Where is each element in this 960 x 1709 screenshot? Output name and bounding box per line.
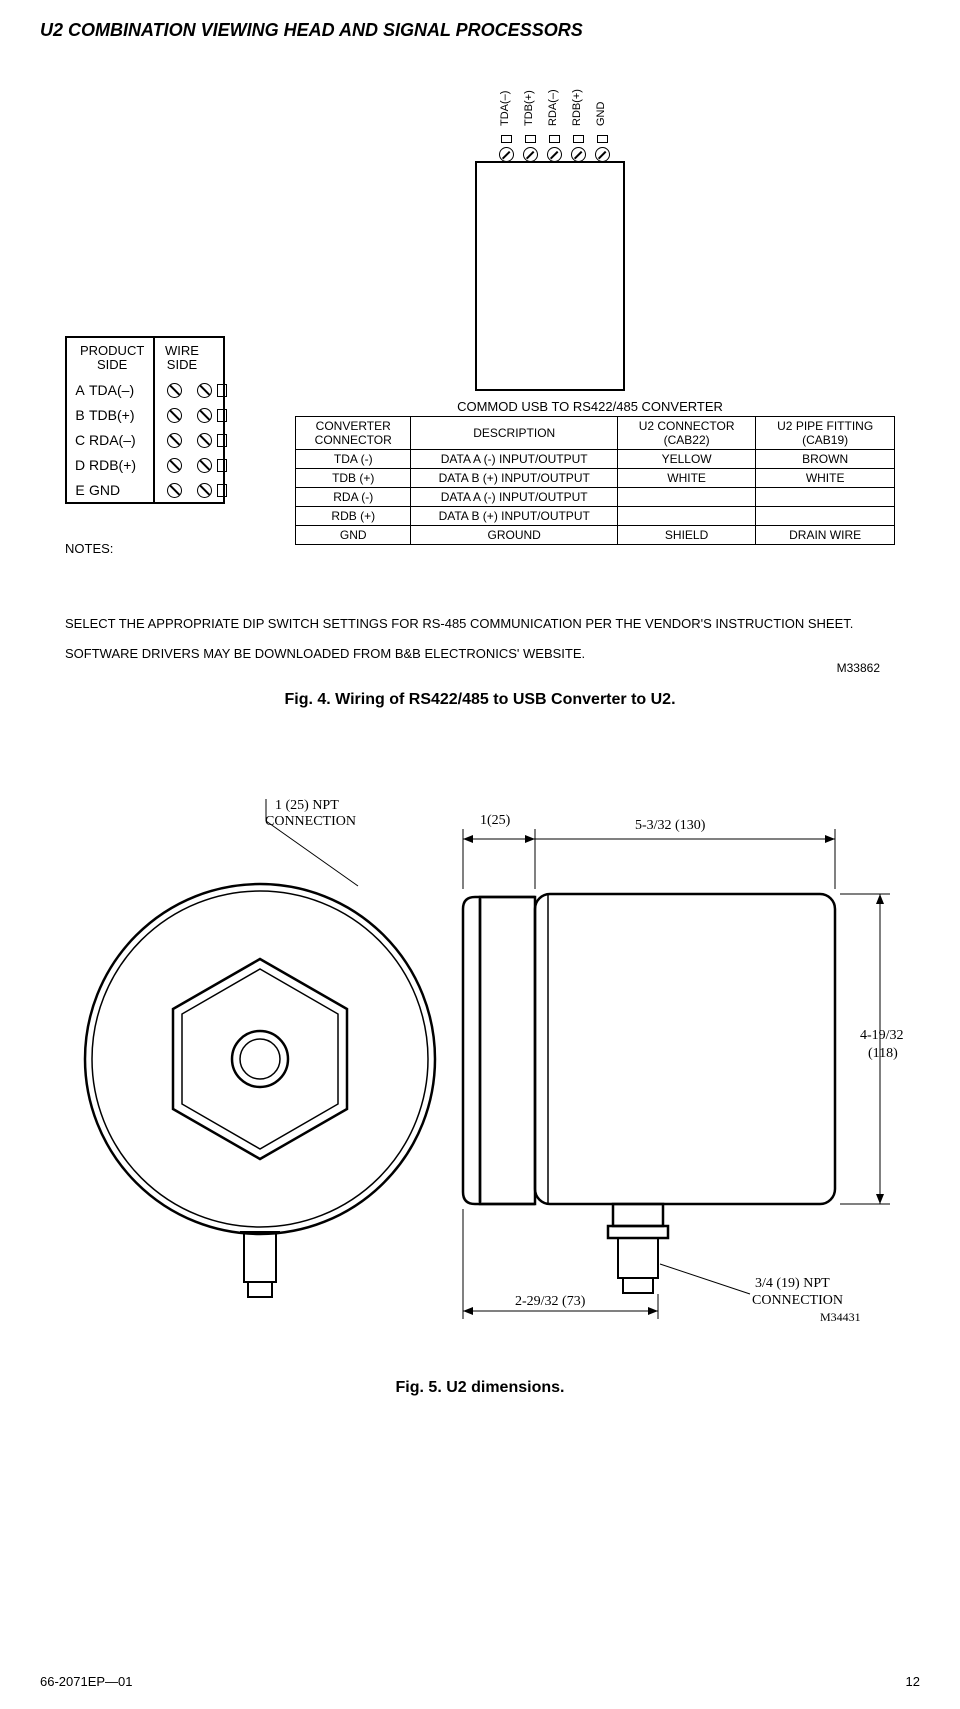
terminal-row: C RDA(–) <box>71 428 227 452</box>
screw-icon <box>167 458 182 473</box>
table-cell: TDA (-) <box>296 450 411 469</box>
converter-terminal-label: TDA(–) <box>499 91 511 126</box>
wire-side-label: WIRESIDE <box>165 344 199 373</box>
box-icon <box>217 409 227 422</box>
table-row: TDA (-) DATA A (-) INPUT/OUTPUT YELLOW B… <box>296 450 895 469</box>
note-2: SOFTWARE DRIVERS MAY BE DOWNLOADED FROM … <box>65 646 920 661</box>
terminal-label: TDB(+) <box>89 407 137 423</box>
product-side-label: PRODUCTSIDE <box>80 344 144 373</box>
converter-terminal-label: GND <box>595 102 607 126</box>
terminal-label: RDA(–) <box>89 432 137 448</box>
terminal-row: B TDB(+) <box>71 403 227 427</box>
table-cell <box>756 488 895 507</box>
terminal-letter: A <box>71 382 89 398</box>
table-row: GND GROUND SHIELD DRAIN WIRE <box>296 526 895 545</box>
page-number: 12 <box>906 1674 920 1689</box>
dim-label: 1(25) <box>480 813 511 828</box>
table-cell: SHIELD <box>617 526 755 545</box>
table-header: U2 PIPE FITTING(CAB19) <box>756 417 895 450</box>
svg-text:3/4 (19) NPT: 3/4 (19) NPT <box>755 1276 830 1291</box>
table-title: COMMOD USB TO RS422/485 CONVERTER <box>390 399 790 414</box>
table-cell: TDB (+) <box>296 469 411 488</box>
screw-icon <box>197 483 212 498</box>
terminal-letter: E <box>71 482 89 498</box>
terminal-label: TDA(–) <box>89 382 137 398</box>
table-cell: WHITE <box>617 469 755 488</box>
terminal-letter: B <box>71 407 89 423</box>
terminal-row: E GND <box>71 478 227 502</box>
box-icon <box>217 459 227 472</box>
table-header: CONVERTERCONNECTOR <box>296 417 411 450</box>
table-cell <box>617 488 755 507</box>
table-row: TDB (+) DATA B (+) INPUT/OUTPUT WHITE WH… <box>296 469 895 488</box>
table-cell: GND <box>296 526 411 545</box>
table-cell <box>756 507 895 526</box>
box-icon <box>217 434 227 447</box>
svg-text:1 (25) NPT: 1 (25) NPT <box>275 798 339 813</box>
dimensions-svg: 1(25) 5-3/32 (130) 4-19/32 (118) 2-29/32… <box>40 789 920 1349</box>
table-cell: RDB (+) <box>296 507 411 526</box>
doc-number: 66-2071EP—01 <box>40 1674 133 1689</box>
wiring-diagram-area: PRODUCTSIDE WIRESIDE A TDA(–) B TDB(+) C… <box>40 121 920 601</box>
dimensions-diagram-area: 1(25) 5-3/32 (130) 4-19/32 (118) 2-29/32… <box>40 789 920 1349</box>
terminal-row: A TDA(–) <box>71 378 227 402</box>
terminal-label: RDB(+) <box>89 457 137 473</box>
svg-text:(118): (118) <box>868 1046 898 1061</box>
screw-icon <box>167 408 182 423</box>
terminal-block: PRODUCTSIDE WIRESIDE A TDA(–) B TDB(+) C… <box>65 336 225 506</box>
note-1: SELECT THE APPROPRIATE DIP SWITCH SETTIN… <box>65 616 920 631</box>
figure-4-caption: Fig. 4. Wiring of RS422/485 to USB Conve… <box>40 691 920 709</box>
table-cell: DATA A (-) INPUT/OUTPUT <box>411 488 617 507</box>
figure-code: M33862 <box>837 661 880 675</box>
table-cell: DATA B (+) INPUT/OUTPUT <box>411 469 617 488</box>
screw-icon <box>197 458 212 473</box>
converter-terminal-label: TDB(+) <box>523 90 535 126</box>
converter-box: TDA(–) TDB(+) RDA(–) RDB(+) GND <box>475 161 625 391</box>
converter-table: CONVERTERCONNECTOR DESCRIPTION U2 CONNEC… <box>295 416 895 545</box>
converter-terminal-label: RDB(+) <box>571 89 583 126</box>
figure-5-caption: Fig. 5. U2 dimensions. <box>40 1379 920 1397</box>
svg-text:CONNECTION: CONNECTION <box>265 814 356 829</box>
svg-text:M34431: M34431 <box>820 1310 861 1324</box>
table-cell: RDA (-) <box>296 488 411 507</box>
table-cell: GROUND <box>411 526 617 545</box>
notes-label: NOTES: <box>65 541 113 556</box>
table-cell: DRAIN WIRE <box>756 526 895 545</box>
svg-text:CONNECTION: CONNECTION <box>752 1293 843 1308</box>
terminal-label: GND <box>89 482 137 498</box>
table-cell: BROWN <box>756 450 895 469</box>
table-cell: WHITE <box>756 469 895 488</box>
box-icon <box>217 484 227 497</box>
converter-terminals: TDA(–) TDB(+) RDA(–) RDB(+) GND <box>497 135 611 162</box>
screw-icon <box>167 483 182 498</box>
table-header: DESCRIPTION <box>411 417 617 450</box>
screw-icon <box>197 433 212 448</box>
terminal-row: D RDB(+) <box>71 453 227 477</box>
terminal-letter: C <box>71 432 89 448</box>
converter-terminal-label: RDA(–) <box>547 89 559 126</box>
table-header: U2 CONNECTOR(CAB22) <box>617 417 755 450</box>
table-row: RDA (-) DATA A (-) INPUT/OUTPUT <box>296 488 895 507</box>
table-cell: YELLOW <box>617 450 755 469</box>
screw-icon <box>197 408 212 423</box>
table-cell: DATA A (-) INPUT/OUTPUT <box>411 450 617 469</box>
box-icon <box>217 384 227 397</box>
svg-text:5-3/32 (130): 5-3/32 (130) <box>635 818 706 833</box>
table-cell <box>617 507 755 526</box>
svg-text:4-19/32: 4-19/32 <box>860 1028 904 1043</box>
svg-text:2-29/32 (73): 2-29/32 (73) <box>515 1294 586 1309</box>
page-header: U2 COMBINATION VIEWING HEAD AND SIGNAL P… <box>40 20 920 41</box>
screw-icon <box>167 383 182 398</box>
table-row: RDB (+) DATA B (+) INPUT/OUTPUT <box>296 507 895 526</box>
screw-icon <box>167 433 182 448</box>
terminal-letter: D <box>71 457 89 473</box>
screw-icon <box>197 383 212 398</box>
footer: 66-2071EP—01 12 <box>40 1674 920 1689</box>
table-cell: DATA B (+) INPUT/OUTPUT <box>411 507 617 526</box>
